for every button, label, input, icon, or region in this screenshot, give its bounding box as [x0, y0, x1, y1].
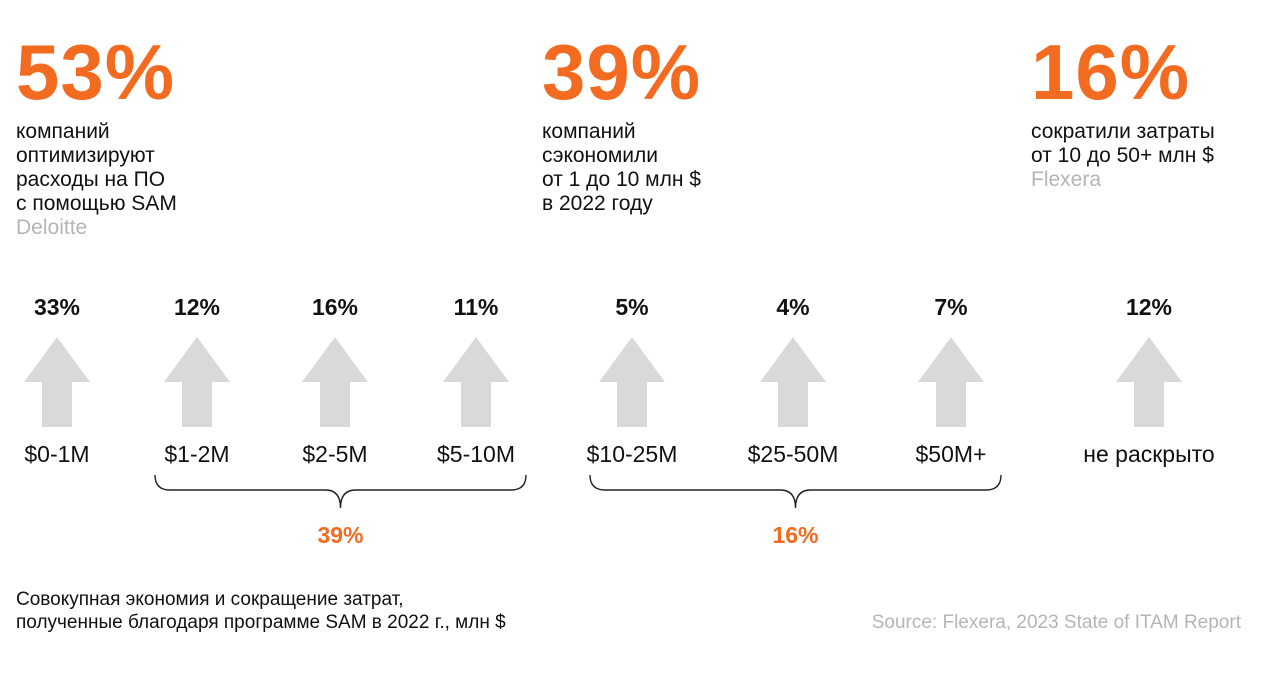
category-label: $1-2M [164, 441, 229, 467]
bar-value-label: 5% [615, 294, 648, 320]
bar-arrow-mark [302, 337, 368, 427]
bar-arrow-mark [443, 337, 509, 427]
group-total-label: 39% [317, 522, 363, 548]
bar-arrow-mark [24, 337, 90, 427]
stat-description: сократили затраты от 10 до 50+ млн $ [1031, 120, 1215, 167]
bar-arrow-mark [918, 337, 984, 427]
group-brace [154, 474, 527, 509]
category-label: $10-25M [587, 441, 678, 467]
source-note: Source: Flexera, 2023 State of ITAM Repo… [871, 612, 1241, 633]
bar-value-label: 4% [776, 294, 809, 320]
stat-block-flexera: 16% сократили затраты от 10 до 50+ млн $… [1031, 30, 1215, 192]
bar-value-label: 16% [312, 294, 358, 320]
bar-arrow-mark [760, 337, 826, 427]
stat-description: компаний оптимизируют расходы на ПО с по… [16, 120, 177, 215]
bar-value-label: 7% [934, 294, 967, 320]
category-label: $0-1M [24, 441, 89, 467]
category-label: $50M+ [916, 441, 987, 467]
stat-source: Deloitte [16, 216, 88, 239]
chart-caption: Совокупная экономия и сокращение затрат,… [16, 589, 506, 633]
bar-arrow-mark [164, 337, 230, 427]
stat-block-savings: 39% компаний сэкономили от 1 до 10 млн $… [542, 30, 701, 216]
bar-arrow-mark [599, 337, 665, 427]
category-label: не раскрыто [1083, 441, 1214, 467]
bar-value-label: 33% [34, 294, 80, 320]
category-label: $5-10M [437, 441, 515, 467]
savings-chart: 33% $0-1M 12% $1-2M 16% $2-5M 11% $5-10M 5% $10-2… [24, 294, 1215, 548]
stat-value: 16% [1031, 28, 1191, 116]
category-label: $2-5M [302, 441, 367, 467]
stat-value: 39% [542, 28, 702, 116]
group-total-label: 16% [772, 522, 818, 548]
category-label: $25-50M [748, 441, 839, 467]
stat-value: 53% [16, 28, 176, 116]
stat-description: компаний сэкономили от 1 до 10 млн $ в 2… [542, 120, 701, 215]
bar-value-label: 12% [1126, 294, 1172, 320]
bar-value-label: 11% [454, 294, 499, 320]
stat-block-deloitte: 53% компаний оптимизируют расходы на ПО … [16, 30, 177, 240]
bar-arrow-mark [1116, 337, 1182, 427]
group-brace [589, 474, 1002, 509]
stat-source: Flexera [1031, 168, 1102, 191]
bar-value-label: 12% [174, 294, 220, 320]
